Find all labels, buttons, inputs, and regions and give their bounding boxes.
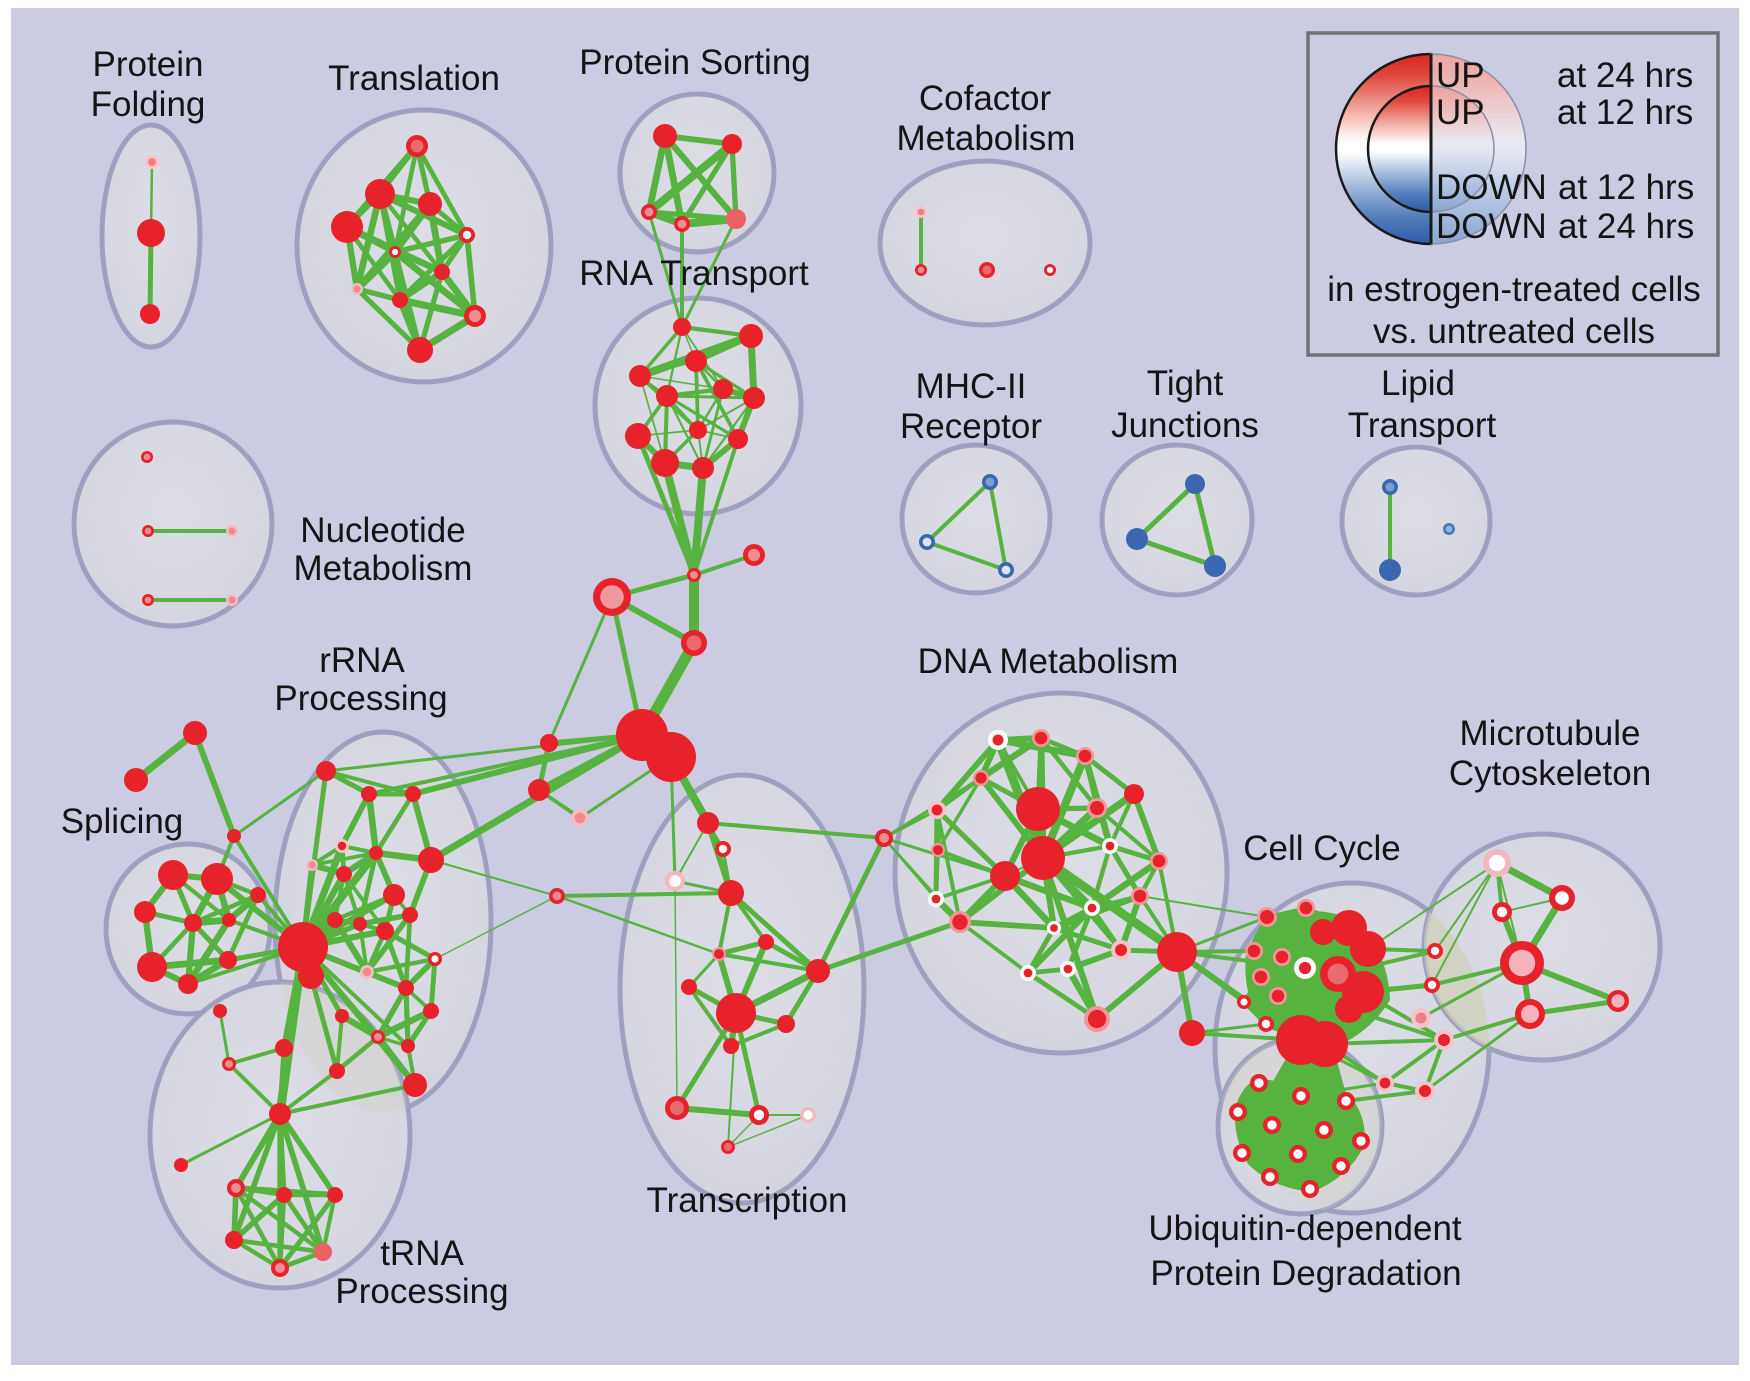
svg-text:Microtubule: Microtubule bbox=[1460, 714, 1641, 753]
svg-text:UP: UP bbox=[1436, 56, 1485, 95]
svg-text:DOWN: DOWN bbox=[1436, 207, 1547, 246]
svg-text:Ubiquitin-dependent: Ubiquitin-dependent bbox=[1148, 1209, 1462, 1248]
svg-text:Transcription: Transcription bbox=[647, 1181, 848, 1220]
svg-text:tRNA: tRNA bbox=[380, 1234, 464, 1273]
svg-text:vs. untreated cells: vs. untreated cells bbox=[1373, 312, 1655, 351]
svg-text:Junctions: Junctions bbox=[1111, 406, 1259, 445]
svg-text:Cofactor: Cofactor bbox=[919, 79, 1052, 118]
svg-text:Processing: Processing bbox=[274, 679, 447, 718]
svg-text:DNA Metabolism: DNA Metabolism bbox=[918, 642, 1179, 681]
svg-text:at 24 hrs: at 24 hrs bbox=[1558, 207, 1694, 246]
svg-text:Protein: Protein bbox=[93, 45, 204, 84]
svg-text:Translation: Translation bbox=[328, 59, 500, 98]
svg-text:RNA Transport: RNA Transport bbox=[579, 254, 809, 293]
svg-text:Folding: Folding bbox=[91, 85, 206, 124]
svg-text:in estrogen-treated cells: in estrogen-treated cells bbox=[1327, 270, 1701, 309]
svg-text:at 12 hrs: at 12 hrs bbox=[1558, 168, 1694, 207]
svg-text:at 12 hrs: at 12 hrs bbox=[1557, 93, 1693, 132]
svg-text:Cytoskeleton: Cytoskeleton bbox=[1449, 754, 1651, 793]
svg-text:Processing: Processing bbox=[335, 1272, 508, 1311]
svg-text:Lipid: Lipid bbox=[1381, 364, 1455, 403]
svg-text:at 24 hrs: at 24 hrs bbox=[1557, 56, 1693, 95]
svg-text:Splicing: Splicing bbox=[61, 802, 184, 841]
svg-text:DOWN: DOWN bbox=[1436, 168, 1547, 207]
svg-text:MHC-II: MHC-II bbox=[916, 367, 1027, 406]
svg-text:Protein Degradation: Protein Degradation bbox=[1150, 1254, 1461, 1293]
svg-text:Metabolism: Metabolism bbox=[897, 119, 1076, 158]
svg-text:Receptor: Receptor bbox=[900, 407, 1042, 446]
svg-text:Protein Sorting: Protein Sorting bbox=[579, 43, 811, 82]
svg-text:UP: UP bbox=[1436, 93, 1485, 132]
svg-text:Cell Cycle: Cell Cycle bbox=[1243, 829, 1401, 868]
svg-text:Tight: Tight bbox=[1147, 364, 1224, 403]
svg-text:Transport: Transport bbox=[1348, 406, 1497, 445]
svg-text:rRNA: rRNA bbox=[319, 641, 405, 680]
svg-text:Metabolism: Metabolism bbox=[294, 549, 473, 588]
svg-text:Nucleotide: Nucleotide bbox=[300, 511, 465, 550]
